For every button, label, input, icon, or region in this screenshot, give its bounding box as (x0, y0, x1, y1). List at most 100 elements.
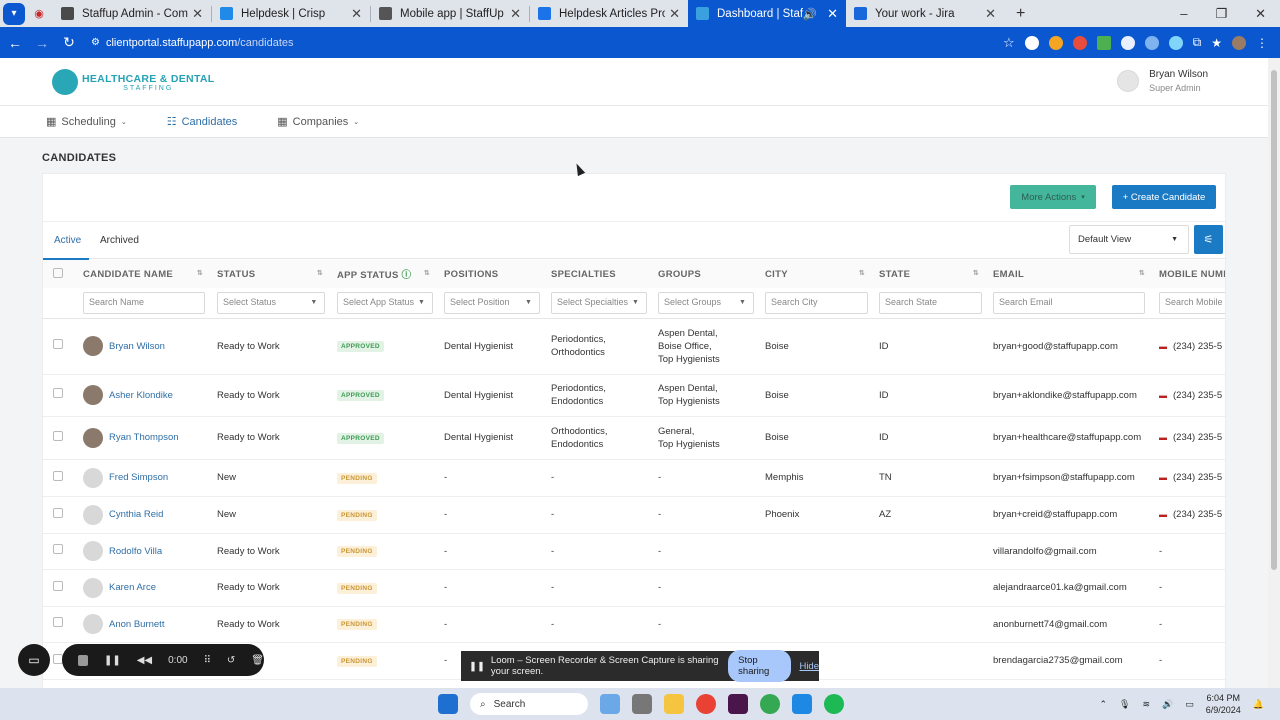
battery-icon[interactable]: ▭ (1185, 698, 1194, 709)
row-checkbox[interactable] (53, 617, 63, 627)
table-row[interactable]: Anon Burnett Ready to Work PENDING - - - anonb… (43, 606, 1225, 643)
tab-active[interactable]: Active (54, 235, 82, 246)
user-menu[interactable]: Bryan Wilson Super Admin (1117, 69, 1208, 93)
filter-select[interactable]: Select Position ▼ (444, 291, 540, 314)
new-tab-icon[interactable]: + (1016, 4, 1026, 22)
table-row[interactable]: Asher Klondike Ready to Work APPROVED Denta… (43, 374, 1225, 417)
select-all-checkbox[interactable] (43, 260, 77, 288)
table-row[interactable]: Bryan Wilson Ready to Work APPROVED Dental … (43, 318, 1225, 375)
notification-bell-icon[interactable]: 🔔 (1252, 698, 1264, 709)
restart-icon[interactable]: ↺ (226, 654, 236, 666)
row-checkbox[interactable] (53, 339, 63, 349)
minimize-icon[interactable]: – (1180, 5, 1188, 21)
task-view-icon[interactable] (632, 694, 652, 714)
filter-input[interactable]: Search Mobile (1159, 291, 1225, 314)
company-logo[interactable]: HEALTHCARE & DENTAL STAFFING (52, 69, 214, 95)
scrollbar-thumb[interactable] (1271, 70, 1277, 570)
microphone-icon[interactable]: 🎙 (1119, 698, 1131, 709)
more-actions-button[interactable]: More Actions ▾ (1010, 185, 1096, 209)
candidate-name-link[interactable]: Bryan Wilson (109, 340, 165, 352)
spotify-icon[interactable] (824, 694, 844, 714)
sort-icon[interactable]: ⇅ (423, 270, 430, 277)
row-checkbox[interactable] (53, 470, 63, 481)
filter-input[interactable]: Search Name (83, 291, 205, 314)
row-checkbox[interactable] (53, 430, 63, 441)
profile-avatar[interactable] (1232, 35, 1246, 50)
help-circle-icon[interactable]: ⓘ (401, 270, 412, 281)
tab-archived[interactable]: Archived (100, 235, 139, 246)
extension-icon[interactable] (1120, 35, 1135, 50)
sort-icon[interactable]: ⇅ (858, 270, 865, 277)
browser-tab[interactable]: Dashboard | StaffUp Client🔊 ✕ (688, 0, 846, 27)
candidate-name-link[interactable]: Asher Klondike (109, 389, 173, 401)
chrome-icon[interactable] (696, 694, 716, 714)
chevron-up-icon[interactable]: ⌃ (1099, 698, 1108, 709)
column-header[interactable]: CANDIDATE NAME ⇅ (77, 260, 211, 288)
extension-icon[interactable] (1096, 35, 1111, 50)
extension-icon[interactable] (1144, 35, 1159, 50)
column-header[interactable]: SPECIALTIES (545, 260, 652, 288)
file-explorer-icon[interactable] (664, 694, 684, 714)
candidate-name-link[interactable]: Cynthia Reid (109, 509, 164, 520)
tab-close-icon[interactable]: ✕ (351, 5, 362, 21)
stop-sharing-button[interactable]: Stop sharing (728, 650, 792, 682)
column-header[interactable]: MOBILE NUMBE (1153, 260, 1225, 288)
chrome-active-icon[interactable] (760, 694, 780, 714)
reading-list-icon[interactable]: ★ (1211, 35, 1222, 50)
column-header[interactable]: POSITIONS (438, 260, 545, 288)
extension-icon[interactable] (1048, 35, 1063, 50)
tab-search-icon[interactable]: ▾ (3, 2, 25, 25)
table-row[interactable]: Rodolfo Villa Ready to Work PENDING - - - vill… (43, 533, 1225, 570)
clock[interactable]: 6:04 PM 6/9/2024 (1206, 692, 1241, 716)
filter-input[interactable]: Search City (765, 291, 868, 314)
tab-close-icon[interactable]: ✕ (985, 5, 996, 21)
filter-input[interactable]: Search Email (993, 291, 1145, 314)
row-checkbox[interactable] (53, 544, 63, 554)
row-checkbox[interactable] (53, 388, 63, 398)
column-header[interactable]: CITY ⇅ (759, 260, 873, 288)
tab-close-icon[interactable]: ✕ (510, 5, 521, 21)
tab-close-icon[interactable]: ✕ (669, 5, 680, 21)
restore-icon[interactable]: ❐ (1215, 5, 1228, 21)
close-window-icon[interactable]: ✕ (1255, 5, 1266, 21)
row-checkbox[interactable] (53, 507, 63, 518)
bookmark-star-icon[interactable]: ☆ (1003, 34, 1015, 50)
sort-icon[interactable]: ⇅ (972, 270, 979, 277)
url-field[interactable]: ⚙ clientportal.staffupapp.com/candidates (91, 37, 294, 49)
sort-icon[interactable]: ⇅ (1138, 270, 1145, 277)
candidate-name-link[interactable]: Ryan Thompson (109, 432, 179, 443)
kebab-menu-icon[interactable]: ⋮ (1256, 35, 1268, 50)
site-info-icon[interactable]: ⚙ (91, 37, 100, 48)
table-row[interactable]: Cynthia Reid New PENDING - - - Phoenix AZ bryan+… (43, 496, 1225, 534)
trash-icon[interactable]: 🗑 (251, 654, 264, 666)
filter-select[interactable]: Select Specialties ▼ (551, 291, 647, 314)
candidate-name-link[interactable]: Karen Arce (109, 582, 156, 593)
browser-tab[interactable]: Staffup Admin - Company ✕ (53, 0, 211, 27)
notepad-icon[interactable] (792, 694, 812, 714)
filter-select[interactable]: Select Groups ▼ (658, 291, 754, 314)
puzzle-icon[interactable]: ⧉ (1192, 35, 1202, 49)
table-row[interactable]: Fred Simpson New PENDING - - - Memphis TN bryan+… (43, 459, 1225, 497)
column-header[interactable]: APP STATUS ⓘ ⇅ (331, 260, 438, 288)
column-header[interactable]: STATUS ⇅ (211, 260, 331, 288)
filter-input[interactable]: Search State (879, 291, 982, 314)
view-select[interactable]: Default View ▼ (1069, 225, 1189, 254)
tab-audio-icon[interactable]: 🔊 (802, 8, 818, 21)
nav-scheduling[interactable]: ▦ Scheduling ⌄ (46, 115, 127, 129)
stop-recording-icon[interactable] (78, 654, 88, 666)
browser-tab[interactable]: Helpdesk Articles Project - Goo ✕ (530, 0, 688, 27)
filter-select[interactable]: Select Status ▼ (217, 291, 326, 314)
loom-camera-button[interactable]: ▭ (18, 644, 50, 676)
tab-close-icon[interactable]: ✕ (192, 5, 203, 21)
sort-icon[interactable]: ⇅ (316, 270, 323, 277)
candidate-name-link[interactable]: Rodolfo Villa (109, 545, 163, 557)
extension-icon[interactable] (1168, 35, 1183, 50)
tab-close-icon[interactable]: ✕ (827, 5, 838, 21)
column-header[interactable]: EMAIL ⇅ (987, 260, 1153, 288)
page-scrollbar[interactable] (1268, 58, 1280, 698)
hide-banner-link[interactable]: Hide (799, 660, 819, 672)
row-checkbox[interactable] (53, 580, 63, 591)
column-header[interactable]: GROUPS (652, 260, 759, 288)
candidate-name-link[interactable]: Fred Simpson (109, 472, 169, 483)
browser-tab[interactable]: Your work - Jira ✕ (846, 0, 1004, 27)
